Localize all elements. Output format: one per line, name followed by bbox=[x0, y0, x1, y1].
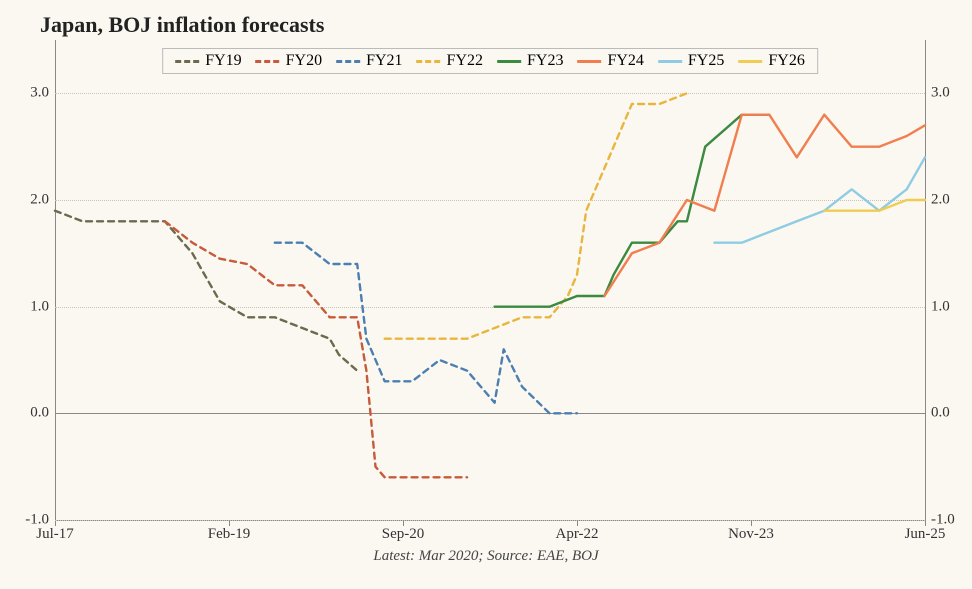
chart-container: Japan, BOJ inflation forecasts FY19FY20F… bbox=[0, 0, 972, 589]
legend-item-FY23: FY23 bbox=[497, 52, 563, 70]
legend: FY19 FY20 FY21 FY22 FY23 FY24 FY25 FY26 bbox=[162, 48, 818, 74]
legend-label: FY21 bbox=[366, 52, 402, 70]
legend-label: FY24 bbox=[607, 52, 643, 70]
x-tick-label: Nov-23 bbox=[728, 526, 774, 543]
y-tick-label-right: 3.0 bbox=[931, 85, 950, 102]
series-FY20 bbox=[165, 221, 467, 477]
x-tick-mark bbox=[925, 520, 926, 526]
x-tick-label: Feb-19 bbox=[208, 526, 251, 543]
legend-label: FY20 bbox=[286, 52, 322, 70]
y-tick-label-left: 0.0 bbox=[30, 405, 49, 422]
legend-swatch bbox=[417, 60, 441, 63]
legend-label: FY26 bbox=[768, 52, 804, 70]
series-FY23 bbox=[495, 115, 770, 307]
plot-area: FY19FY20FY21FY22FY23FY24FY25FY26 -1.0-1.… bbox=[55, 40, 925, 520]
legend-swatch bbox=[577, 60, 601, 63]
y-tick-label-left: 2.0 bbox=[30, 192, 49, 209]
legend-label: FY19 bbox=[205, 52, 241, 70]
y-tick-label-left: 1.0 bbox=[30, 298, 49, 315]
y-tick-label-right: 1.0 bbox=[931, 298, 950, 315]
y-tick-label-left: 3.0 bbox=[30, 85, 49, 102]
legend-item-FY25: FY25 bbox=[658, 52, 724, 70]
legend-item-FY20: FY20 bbox=[256, 52, 322, 70]
legend-label: FY23 bbox=[527, 52, 563, 70]
legend-label: FY25 bbox=[688, 52, 724, 70]
legend-swatch bbox=[256, 60, 280, 63]
gridline bbox=[55, 520, 925, 521]
legend-item-FY26: FY26 bbox=[738, 52, 804, 70]
legend-item-FY21: FY21 bbox=[336, 52, 402, 70]
legend-swatch bbox=[336, 60, 360, 63]
series-FY22 bbox=[385, 93, 687, 338]
chart-caption: Latest: Mar 2020; Source: EAE, BOJ bbox=[0, 548, 972, 565]
y-tick-label-right: 2.0 bbox=[931, 192, 950, 209]
legend-swatch bbox=[658, 60, 682, 63]
x-tick-label: Jul-17 bbox=[36, 526, 74, 543]
x-tick-label: Jun-25 bbox=[905, 526, 946, 543]
y-tick-label-right: 0.0 bbox=[931, 405, 950, 422]
x-tick-label: Apr-22 bbox=[555, 526, 598, 543]
right-axis-line bbox=[925, 40, 926, 520]
legend-label: FY22 bbox=[447, 52, 483, 70]
x-tick-label: Sep-20 bbox=[382, 526, 425, 543]
series-FY19 bbox=[55, 211, 357, 371]
legend-item-FY19: FY19 bbox=[175, 52, 241, 70]
series-layer bbox=[55, 40, 925, 520]
series-FY21 bbox=[275, 243, 577, 414]
legend-swatch bbox=[738, 60, 762, 63]
legend-item-FY22: FY22 bbox=[417, 52, 483, 70]
series-FY24 bbox=[605, 115, 926, 296]
chart-title: Japan, BOJ inflation forecasts bbox=[40, 12, 324, 38]
series-FY26 bbox=[824, 200, 925, 211]
series-FY25 bbox=[714, 157, 925, 242]
legend-swatch bbox=[497, 60, 521, 63]
legend-swatch bbox=[175, 60, 199, 63]
legend-item-FY24: FY24 bbox=[577, 52, 643, 70]
